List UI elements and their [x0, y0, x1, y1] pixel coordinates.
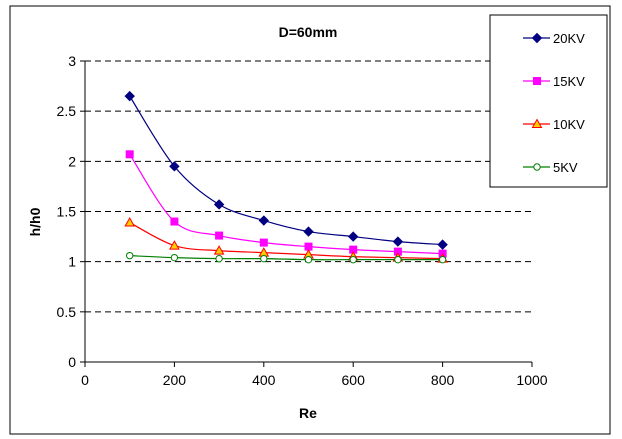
series-line-5kv	[129, 255, 443, 261]
data-point-5kv	[126, 251, 134, 260]
x-tick-label: 400	[252, 372, 276, 388]
series-group	[124, 90, 448, 264]
y-tick-label: 0.5	[57, 304, 77, 320]
series-line-10kv	[129, 222, 443, 260]
y-tick-label: 2	[68, 153, 76, 169]
legend-label-15kv: 15KV	[553, 74, 585, 89]
data-point-20kv	[437, 239, 448, 250]
data-point-5kv	[349, 255, 357, 264]
y-tick-label: 1.5	[57, 204, 77, 220]
data-point-20kv	[303, 226, 314, 237]
legend-label-5kv: 5KV	[553, 160, 578, 175]
legend-label-20kv: 20KV	[553, 31, 585, 46]
x-ticks: 0 200 400 600 800 1000	[81, 362, 548, 388]
y-tick-label: 2.5	[57, 103, 77, 119]
x-tick-label: 600	[342, 372, 366, 388]
legend-label-10kv: 10KV	[553, 117, 585, 132]
data-point-5kv	[260, 254, 268, 263]
data-point-20kv	[169, 161, 180, 172]
data-point-20kv	[258, 215, 270, 226]
y-tick-label: 3	[68, 53, 76, 69]
data-point-20kv	[124, 90, 135, 102]
data-point-20kv	[392, 236, 404, 247]
data-point-20kv	[347, 231, 359, 242]
data-point-5kv	[170, 253, 179, 262]
legend-box	[489, 14, 608, 188]
data-point-15kv	[125, 150, 134, 159]
x-axis-label: Re	[299, 405, 317, 421]
legend: 20KV 15KV 10KV 5KV	[489, 14, 608, 188]
y-axis-label: h/h0	[27, 207, 43, 236]
y-ticks: 0 0.5 1 1.5 2 2.5 3	[57, 53, 85, 370]
y-tick-label: 1	[68, 254, 76, 270]
data-point-5kv	[394, 255, 402, 264]
legend-marker-20kv	[531, 32, 543, 44]
data-point-10kv	[213, 245, 225, 255]
data-point-15kv	[259, 238, 268, 247]
legend-marker-10kv	[531, 118, 543, 128]
legend-marker-15kv	[533, 77, 541, 85]
data-point-5kv	[304, 255, 313, 264]
y-tick-label: 0	[68, 354, 76, 370]
data-point-15kv	[215, 231, 224, 240]
legend-marker-5kv	[533, 163, 541, 171]
data-point-15kv	[170, 217, 179, 226]
x-tick-label: 1000	[516, 372, 547, 388]
data-point-15kv	[304, 242, 313, 251]
x-tick-label: 200	[163, 372, 187, 388]
x-tick-label: 800	[431, 372, 455, 388]
data-point-20kv	[213, 199, 225, 210]
data-point-10kv	[169, 240, 180, 250]
x-tick-label: 0	[81, 372, 89, 388]
data-point-5kv	[438, 255, 447, 264]
data-point-5kv	[215, 254, 223, 263]
chart-title: D=60mm	[279, 24, 338, 40]
data-point-10kv	[124, 217, 136, 227]
